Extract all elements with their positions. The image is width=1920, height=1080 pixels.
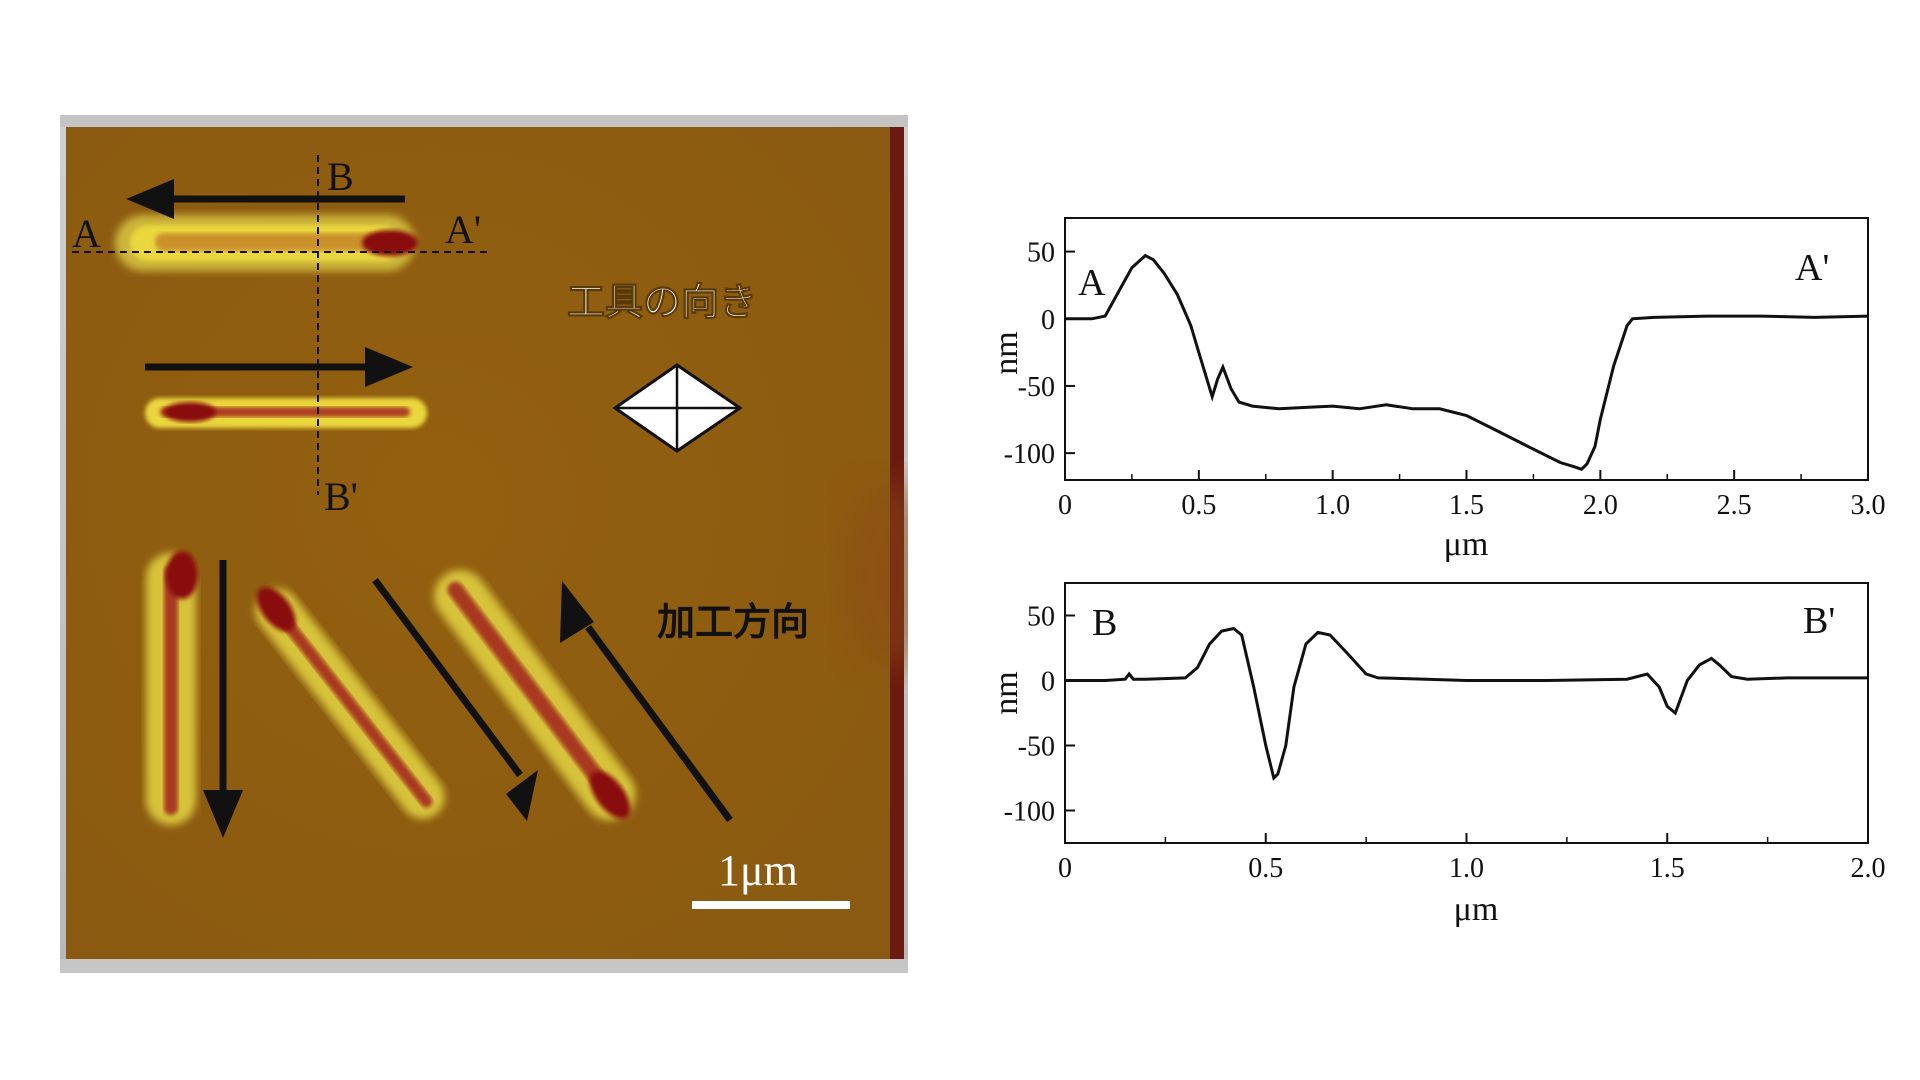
ticks-a xyxy=(1064,250,1869,480)
groove-horizontal-2 xyxy=(145,398,427,428)
window-titlebar xyxy=(60,115,908,127)
machining-direction-label: 加工方向 xyxy=(657,600,809,644)
x-tick-labels-a: 0 0.5 1.0 1.5 2.0 2.5 3.0 xyxy=(1058,490,1886,521)
x-tick-label: 1.5 xyxy=(1650,853,1685,884)
label-a-prime: A' xyxy=(445,207,481,252)
window-statusbar xyxy=(60,959,908,973)
tool-orientation-label: 工具の向き xyxy=(567,280,757,324)
x-tick-label: 1.0 xyxy=(1315,490,1350,521)
y-tick-label: 0 xyxy=(1041,305,1055,336)
groove-vertical xyxy=(146,551,198,825)
annotation-right-b: B' xyxy=(1803,600,1835,642)
x-tick-label: 2.0 xyxy=(1583,490,1618,521)
x-tick-label: 1.5 xyxy=(1449,490,1484,521)
profile-line-b xyxy=(1065,626,1868,781)
direction-arrow-left xyxy=(126,179,405,219)
y-tick-label: -100 xyxy=(1004,439,1055,470)
direction-arrow-right xyxy=(145,347,413,387)
x-tick-label: 1.0 xyxy=(1449,853,1484,884)
direction-arrow-diagonal-down xyxy=(372,577,538,821)
x-tick-label: 0 xyxy=(1058,853,1072,884)
y-tick-label: 50 xyxy=(1027,238,1055,269)
x-axis-label-a: μm xyxy=(1444,526,1489,563)
x-tick-label: 0.5 xyxy=(1181,490,1216,521)
y-axis-label-b: nm xyxy=(988,671,1025,714)
afm-image-panel: A A' B B' 工具の向き 加工方向 1μm xyxy=(60,115,908,973)
plot-frame-b xyxy=(1064,582,1869,844)
profile-chart-b: 0 0.5 1.0 1.5 2.0 50 0 -50 -100 nm μm B B' xyxy=(988,582,1886,928)
y-tick-label: 50 xyxy=(1027,602,1055,633)
y-tick-label: 0 xyxy=(1041,667,1055,698)
x-tick-label: 0 xyxy=(1058,490,1072,521)
tool-diamond-icon xyxy=(612,363,743,453)
label-b: B xyxy=(327,154,354,199)
profile-line-a xyxy=(1065,253,1869,472)
x-tick-label: 3.0 xyxy=(1851,490,1886,521)
y-axis-label-a: nm xyxy=(988,331,1025,374)
scale-bar-label: 1μm xyxy=(718,846,798,895)
plot-frame-a xyxy=(1064,217,1869,481)
ticks-b xyxy=(1064,614,1869,843)
y-tick-labels-a: 50 0 -50 -100 xyxy=(1004,238,1055,471)
y-tick-label: -100 xyxy=(1004,797,1055,828)
direction-arrow-down xyxy=(203,560,243,838)
scale-bar xyxy=(692,901,850,909)
direction-arrow-diagonal-up xyxy=(560,581,733,823)
annotation-left-b: B xyxy=(1092,602,1117,644)
x-tick-label: 2.0 xyxy=(1851,853,1886,884)
groove-diagonal-1 xyxy=(255,586,445,819)
x-tick-label: 0.5 xyxy=(1248,853,1283,884)
label-b-prime: B' xyxy=(324,474,358,519)
label-a: A xyxy=(72,211,101,256)
x-tick-labels-b: 0 0.5 1.0 1.5 2.0 xyxy=(1058,853,1886,884)
groove-diagonal-2 xyxy=(434,570,636,821)
groove-horizontal-1 xyxy=(115,215,418,271)
annotation-right-a: A' xyxy=(1795,247,1829,289)
annotation-left-a: A xyxy=(1078,262,1106,304)
y-tick-label: -50 xyxy=(1018,372,1055,403)
x-tick-label: 2.5 xyxy=(1717,490,1752,521)
surface-blob xyxy=(840,480,908,670)
y-tick-label: -50 xyxy=(1018,732,1055,763)
x-axis-label-b: μm xyxy=(1454,891,1499,928)
y-tick-labels-b: 50 0 -50 -100 xyxy=(1004,602,1055,828)
profile-chart-a: 0 0.5 1.0 1.5 2.0 2.5 3.0 50 0 -50 -100 nm μm A A… xyxy=(988,217,1886,563)
